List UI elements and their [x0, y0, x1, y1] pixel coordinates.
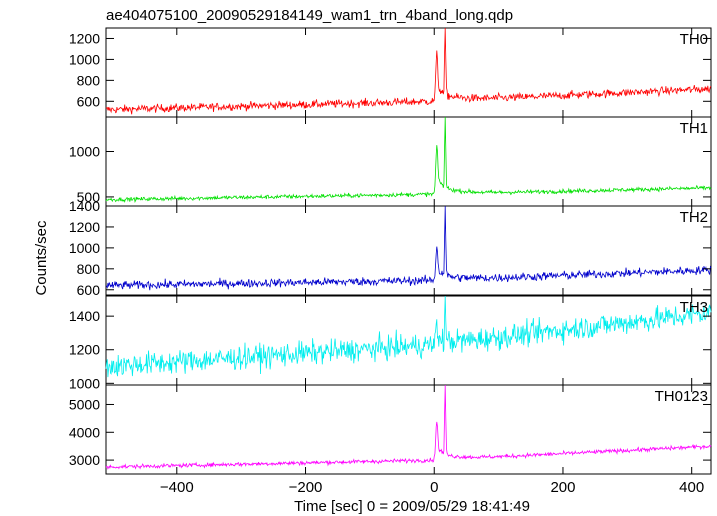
y-tick-label-th2: 1000	[69, 240, 100, 256]
y-tick-label-th2: 800	[77, 261, 101, 277]
y-tick-label-th2: 1400	[69, 198, 100, 214]
series-line-th0	[105, 27, 712, 115]
series-line-th1	[105, 116, 712, 203]
y-tick-label-th3: 1000	[69, 375, 100, 391]
y-tick-label-th1: 500	[77, 189, 101, 205]
panel-label-th0: TH0	[680, 31, 708, 48]
x-tick-label: −400	[160, 479, 194, 496]
x-tick-label: −200	[289, 479, 323, 496]
y-tick-label-th0: 800	[77, 72, 101, 88]
y-tick-label-th0123: 3000	[69, 452, 100, 468]
series-line-th0123	[105, 384, 712, 470]
series-line-th3	[105, 295, 712, 378]
x-tick-label: 0	[430, 479, 438, 496]
x-tick-label: 400	[679, 479, 704, 496]
panel-frame-th2	[105, 205, 712, 296]
y-tick-label-th2: 1200	[69, 219, 100, 235]
x-axis-label: Time [sec] 0 = 2009/05/29 18:41:49	[294, 498, 530, 515]
y-tick-label-th0123: 5000	[69, 396, 100, 412]
series-line-th2	[105, 206, 712, 291]
panel-frame-th0123	[105, 384, 712, 475]
panel-label-th2: TH2	[680, 209, 708, 226]
y-tick-label-th3: 1200	[69, 342, 100, 358]
y-tick-label-th0: 1000	[69, 51, 100, 67]
panel-label-th3: TH3	[680, 299, 708, 316]
panel-frame-th1	[105, 116, 712, 207]
y-tick-label-th2: 600	[77, 282, 101, 298]
x-tick-label: 200	[550, 479, 575, 496]
y-axis-label: Counts/sec	[33, 220, 50, 296]
y-tick-label-th3: 1400	[69, 308, 100, 324]
panel-label-th1: TH1	[680, 120, 708, 137]
y-tick-label-th1: 1000	[69, 144, 100, 160]
y-tick-label-th0123: 4000	[69, 424, 100, 440]
y-tick-label-th0: 600	[77, 93, 101, 109]
y-tick-label-th0: 1200	[69, 30, 100, 46]
panel-frame-th3	[105, 295, 712, 386]
chart-title: ae404075100_20090529184149_wam1_trn_4ban…	[106, 7, 513, 24]
panels-group: 600 800 1000 1200 TH0 500 1000 TH1 600 800 1000 120…	[69, 27, 712, 496]
panel-label-th0123: TH0123	[655, 388, 708, 405]
